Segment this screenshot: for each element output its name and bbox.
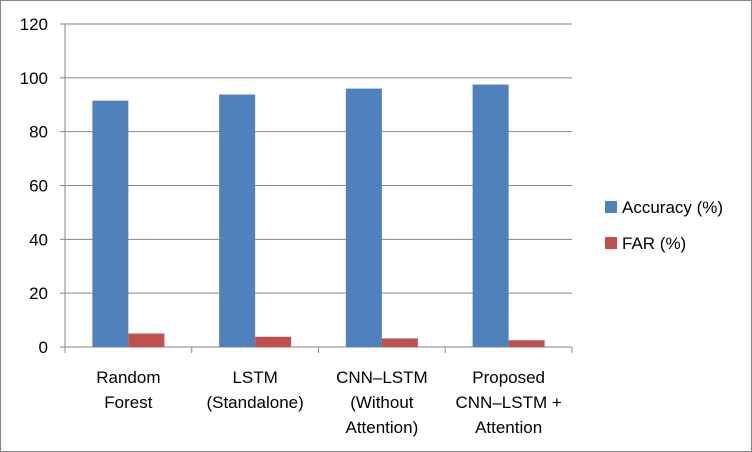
y-tick-label: 60 bbox=[29, 177, 48, 196]
y-tick-label: 0 bbox=[39, 338, 48, 357]
x-tick-label: Attention) bbox=[345, 418, 418, 437]
bar-far bbox=[255, 336, 292, 347]
legend-swatch-far bbox=[605, 237, 617, 249]
x-tick-label: LSTM bbox=[232, 368, 277, 387]
x-tick-label: Random bbox=[96, 368, 160, 387]
bar-far bbox=[128, 333, 165, 347]
bar-accuracy bbox=[472, 84, 509, 347]
x-tick-label: Forest bbox=[104, 393, 152, 412]
y-tick-label: 40 bbox=[29, 230, 48, 249]
x-tick-label: Attention bbox=[475, 418, 542, 437]
y-tick-label: 100 bbox=[20, 69, 48, 88]
y-tick-label: 80 bbox=[29, 123, 48, 142]
bar-accuracy bbox=[345, 88, 382, 347]
y-tick-label: 120 bbox=[20, 15, 48, 34]
y-tick-label: 20 bbox=[29, 284, 48, 303]
x-tick-label: (Without bbox=[350, 393, 414, 412]
bar-far bbox=[508, 340, 545, 347]
x-tick-label: CNN–LSTM + bbox=[455, 393, 561, 412]
x-tick-label: CNN–LSTM bbox=[336, 368, 428, 387]
bar-accuracy bbox=[219, 94, 256, 347]
x-tick-label: Proposed bbox=[472, 368, 545, 387]
x-tick-label: (Standalone) bbox=[206, 393, 303, 412]
legend-swatch-accuracy bbox=[605, 201, 617, 213]
legend-label: FAR (%) bbox=[622, 234, 686, 253]
bar-accuracy bbox=[92, 100, 129, 348]
bar-far bbox=[381, 338, 418, 347]
legend-label: Accuracy (%) bbox=[622, 198, 723, 217]
